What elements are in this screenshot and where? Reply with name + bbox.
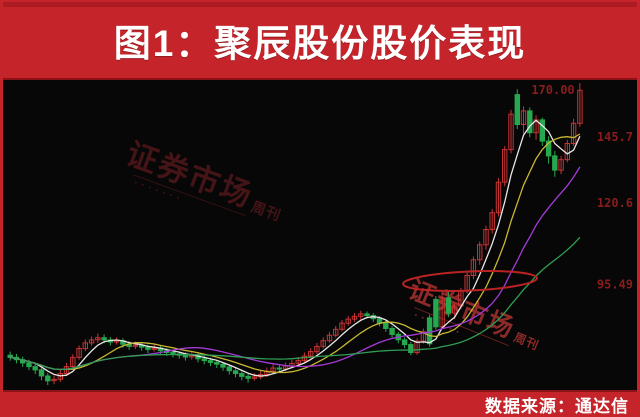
svg-text:95.49: 95.49 xyxy=(597,278,633,292)
page-title: 图1：聚辰股份股价表现 xyxy=(113,23,527,64)
chart-area: 证券市场 周刊 ▪▪▪▪▪▪▪ 证券市场 周刊 ▪▪▪▪▪▪▪ 170.00 14… xyxy=(3,80,637,390)
svg-text:145.7: 145.7 xyxy=(597,130,633,144)
data-source-label: 数据来源：通达信 xyxy=(485,397,629,416)
banner: 图1：聚辰股份股价表现 xyxy=(3,2,637,80)
candlestick-chart-svg: 170.00 145.7 120.6 95.49 xyxy=(7,83,633,386)
source-bar: 数据来源：通达信 xyxy=(3,390,637,417)
svg-text:170.00: 170.00 xyxy=(531,83,574,97)
svg-text:120.6: 120.6 xyxy=(597,196,633,210)
